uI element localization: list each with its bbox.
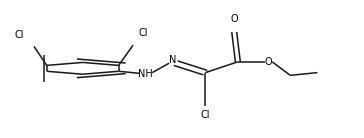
Text: N: N bbox=[169, 55, 177, 65]
Text: O: O bbox=[230, 14, 238, 24]
Text: Cl: Cl bbox=[201, 111, 210, 120]
Text: Cl: Cl bbox=[14, 30, 24, 40]
Text: NH: NH bbox=[138, 69, 153, 79]
Text: Cl: Cl bbox=[139, 28, 148, 38]
Text: O: O bbox=[265, 57, 272, 67]
